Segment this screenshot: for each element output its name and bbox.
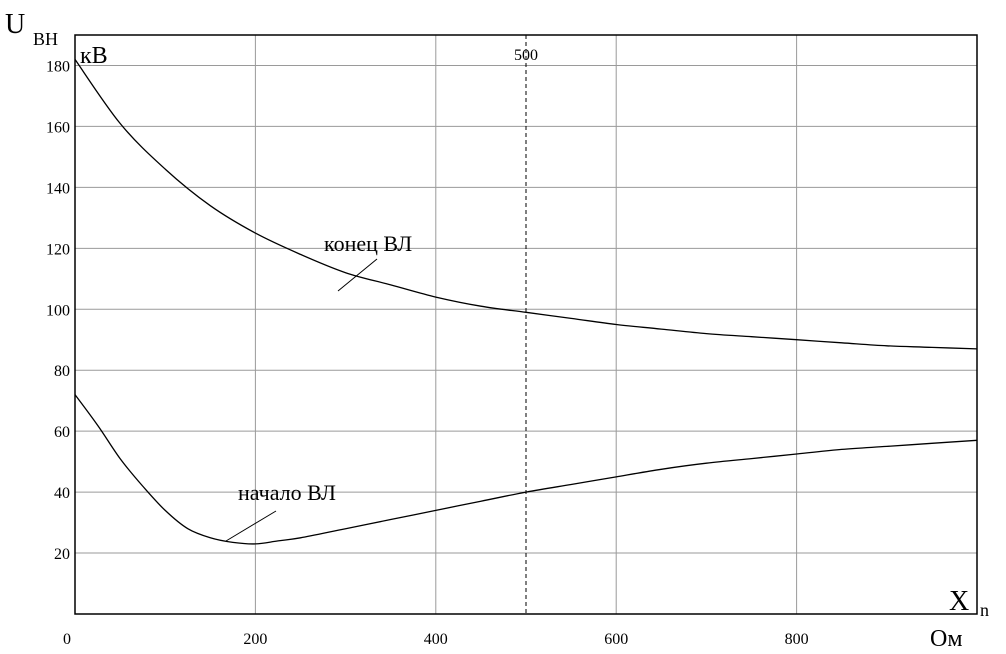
series-pointer-konets-vl	[337, 258, 378, 292]
y-axis-title-subscript: ВН	[33, 29, 58, 49]
series-line-konets-vl	[74, 59, 978, 350]
x-axis-title-subscript: n	[980, 600, 989, 620]
y-tick-label-40: 40	[54, 485, 70, 502]
plot-frame	[74, 34, 978, 615]
y-tick-label-100: 100	[46, 302, 70, 319]
x-axis-unit: Ом	[930, 626, 963, 652]
y-tick-label-20: 20	[54, 546, 70, 563]
y-tick-label-60: 60	[54, 424, 70, 441]
y-tick-label-80: 80	[54, 363, 70, 380]
series-label-konets-vl: конец ВЛ	[324, 231, 412, 256]
x-axis-title: X	[949, 586, 969, 617]
y-tick-label-120: 120	[46, 241, 70, 258]
y-axis-title: U	[5, 9, 25, 40]
x-tick-label-0: 0	[63, 631, 71, 648]
series-line-nachalo-vl	[74, 394, 978, 545]
series-layer	[74, 59, 978, 545]
tick-label-layer: 0 200 400 600 800 20 40 60 80 100 120 140 160 180	[46, 58, 809, 648]
y-tick-label-160: 160	[46, 119, 70, 136]
x-tick-label-200: 200	[243, 631, 267, 648]
x-tick-label-800: 800	[785, 631, 809, 648]
y-tick-label-180: 180	[46, 58, 70, 75]
reference-line-label: 500	[514, 47, 538, 64]
series-pointer-nachalo-vl	[225, 510, 277, 542]
x-tick-label-600: 600	[604, 631, 628, 648]
x-tick-label-400: 400	[424, 631, 448, 648]
y-tick-label-140: 140	[46, 180, 70, 197]
series-label-nachalo-vl: начало ВЛ	[238, 480, 336, 505]
y-axis-unit: кВ	[80, 43, 108, 69]
